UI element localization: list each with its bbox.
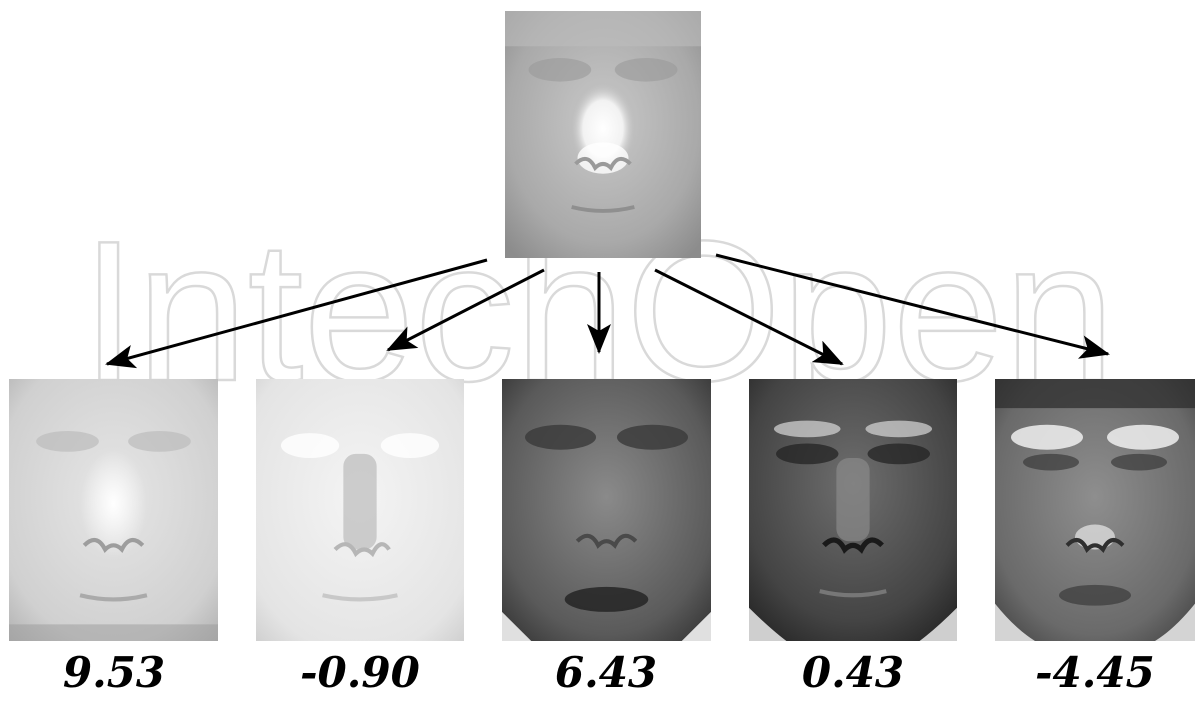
coefficient-4: 0.43	[801, 648, 905, 697]
arrow-to-component-4	[654, 268, 844, 366]
coefficient-5: -4.45	[1035, 648, 1155, 697]
component-face-5	[995, 379, 1195, 641]
component-face-2	[256, 379, 464, 641]
component-face-3	[502, 379, 711, 641]
component-face-4	[749, 379, 957, 641]
coefficient-2: -0.90	[300, 648, 420, 697]
arrow-to-component-2	[386, 268, 545, 352]
arrow-to-component-1	[105, 258, 488, 369]
coefficient-3: 6.43	[554, 648, 658, 697]
coefficient-1: 9.53	[62, 648, 166, 697]
component-face-1	[9, 379, 218, 641]
arrow-to-component-5	[715, 253, 1110, 359]
source-face-image	[505, 11, 701, 258]
